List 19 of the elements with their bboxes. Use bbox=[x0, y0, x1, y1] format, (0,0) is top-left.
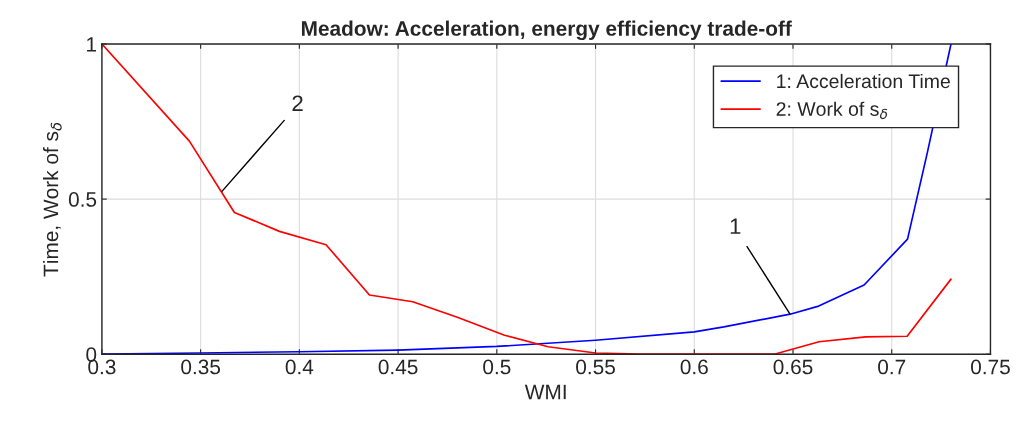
legend-label: 1: Acceleration Time bbox=[777, 73, 950, 89]
y-tick-label: 1 bbox=[87, 37, 97, 52]
x-tick-label: 0.35 bbox=[181, 359, 221, 375]
annotation: 1 bbox=[730, 218, 741, 234]
x-tick-label: 0.65 bbox=[773, 359, 813, 375]
annotation: 2 bbox=[292, 95, 303, 111]
y-axis-title: Time, Work of s$_{δ}$ bbox=[42, 122, 62, 277]
y-tick-label: 0.5 bbox=[68, 192, 97, 207]
line-series bbox=[101, 44, 952, 355]
x-tick-label: 0.45 bbox=[378, 359, 418, 375]
chart-title: Meadow: Acceleration, energy efficiency trade-off bbox=[301, 20, 792, 41]
x-tick-label: 0.7 bbox=[878, 359, 906, 375]
x-tick-label: 0.75 bbox=[971, 359, 1010, 375]
x-tick-label: 0.5 bbox=[483, 359, 511, 375]
x-tick-label: 0.6 bbox=[680, 359, 708, 375]
x-axis-title: WMI bbox=[524, 384, 566, 400]
x-tick-label: 0.55 bbox=[576, 359, 615, 375]
legend-label: 2: Work of s$_{δ}$ bbox=[776, 101, 888, 120]
x-tick-label: 0.4 bbox=[285, 359, 314, 375]
